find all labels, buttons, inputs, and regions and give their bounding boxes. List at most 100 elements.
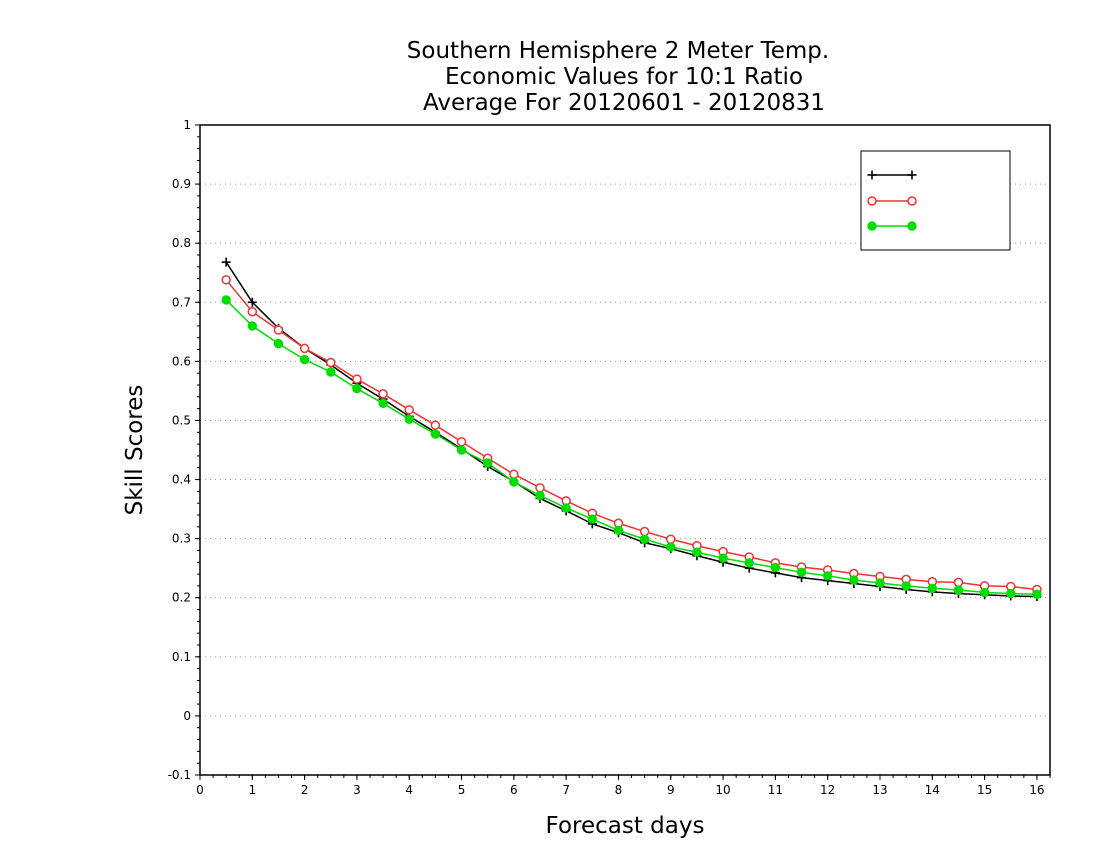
chart-title-line-1: Southern Hemisphere 2 Meter Temp. [407,38,829,64]
series-1 [221,257,1042,602]
data-point-filled-circle [907,221,917,231]
data-point-filled-circle [822,571,833,581]
data-point-plus [907,170,917,180]
data-point-filled-circle [979,587,990,598]
data-point-filled-circle [927,583,938,593]
series-line [225,299,1037,595]
plot-frame [199,124,1051,776]
data-point-filled-circle [378,398,388,409]
data-point-open-circle [352,374,362,384]
data-point-open-circle [907,196,917,206]
chart-title-line-2: Economic Values for 10:1 Ratio [445,64,803,90]
data-point-open-circle [221,275,231,285]
y-axis-title: Skill Scores [122,385,148,516]
data-point-filled-circle [639,534,650,544]
data-point-filled-circle [352,383,362,394]
data-point-open-circle [378,389,388,399]
data-point-plus [867,170,877,180]
data-point-filled-circle [561,503,571,513]
data-point-filled-circle [849,575,859,585]
data-point-filled-circle [299,354,310,365]
y-tick-label: 1 [183,118,191,132]
data-point-open-circle [299,343,310,354]
x-tick-label: 0 [196,783,204,797]
y-tick-label: 0.3 [172,532,191,546]
data-point-filled-circle [901,581,911,591]
x-tick-label: 13 [872,783,887,797]
x-tick-label: 16 [1029,783,1044,797]
data-point-filled-circle [404,414,414,424]
x-tick-label: 5 [458,783,466,797]
x-tick-label: 1 [248,783,256,797]
y-tick-label: 0.4 [172,473,191,487]
series-line [225,261,1037,598]
data-point-filled-circle [666,542,676,552]
x-tick-label: 8 [615,783,623,797]
data-point-filled-circle [482,458,493,468]
x-tick-label: 2 [301,783,309,797]
data-point-filled-circle [692,547,702,557]
data-point-plus [247,297,257,307]
data-point-open-circle [430,420,441,430]
data-point-open-circle [639,526,650,537]
y-tick-label: 0.9 [172,177,191,191]
data-point-filled-circle [613,525,624,536]
x-tick-label: 12 [820,783,835,797]
x-tick-label: 4 [405,783,413,797]
x-axis-title: Forecast days [546,813,705,839]
data-point-filled-circle [326,367,336,377]
data-point-filled-circle [247,321,258,331]
data-point-filled-circle [430,429,441,439]
data-point-filled-circle [587,514,598,524]
data-point-open-circle [456,436,467,447]
data-point-filled-circle [273,338,284,349]
y-tick-label: 0.1 [172,650,191,664]
data-point-open-circle [247,306,258,317]
data-point-plus [221,257,231,267]
data-point-filled-circle [867,221,877,231]
x-tick-label: 3 [353,783,361,797]
y-tick-label: 0.5 [172,413,191,427]
x-tick-label: 10 [715,783,730,797]
data-point-open-circle [326,357,336,368]
series-2 [221,275,1042,595]
data-point-filled-circle [796,567,807,578]
legend-item-3 [867,221,917,231]
data-point-filled-circle [744,558,754,568]
data-point-filled-circle [718,553,728,563]
data-point-open-circle [273,325,284,335]
y-tick-label: -0.1 [168,768,191,782]
y-tick-label: 0.7 [172,295,191,309]
series-line [225,279,1038,591]
data-point-filled-circle [221,295,231,305]
y-tick-label: 0.2 [172,591,191,605]
x-tick-label: 7 [562,783,570,797]
y-axis-ticks: -0.1 0 0.1 0.2 0.3 0.4 0.5 0.6 0.7 0.8 0.9 1 [168,118,200,782]
series-3 [221,295,1042,599]
data-point-open-circle [666,534,676,544]
data-point-filled-circle [1006,588,1016,599]
data-point-open-circle [535,483,545,493]
series-layer [221,257,1042,602]
legend-item-1 [867,170,917,180]
y-tick-label: 0.6 [172,354,191,368]
data-point-filled-circle [770,562,781,573]
data-point-filled-circle [509,477,519,487]
data-point-open-circle [953,577,964,588]
x-axis-ticks: 0 1 2 3 4 5 6 7 8 9 10 11 12 13 14 15 16 [196,775,1051,797]
data-point-filled-circle [953,585,964,595]
data-point-open-circle [509,469,519,479]
chart-title-line-3: Average For 20120601 - 20120831 [423,90,825,116]
data-point-filled-circle [456,445,467,455]
data-point-filled-circle [875,578,885,588]
y-tick-label: 0.8 [172,236,191,250]
data-point-open-circle [867,196,877,206]
y-tick-label: 0 [183,709,191,723]
grid-lines [200,183,1050,717]
x-tick-label: 11 [768,783,783,797]
legend [860,150,1011,251]
data-point-open-circle [404,405,414,415]
x-tick-label: 9 [667,783,675,797]
x-tick-label: 6 [510,783,518,797]
